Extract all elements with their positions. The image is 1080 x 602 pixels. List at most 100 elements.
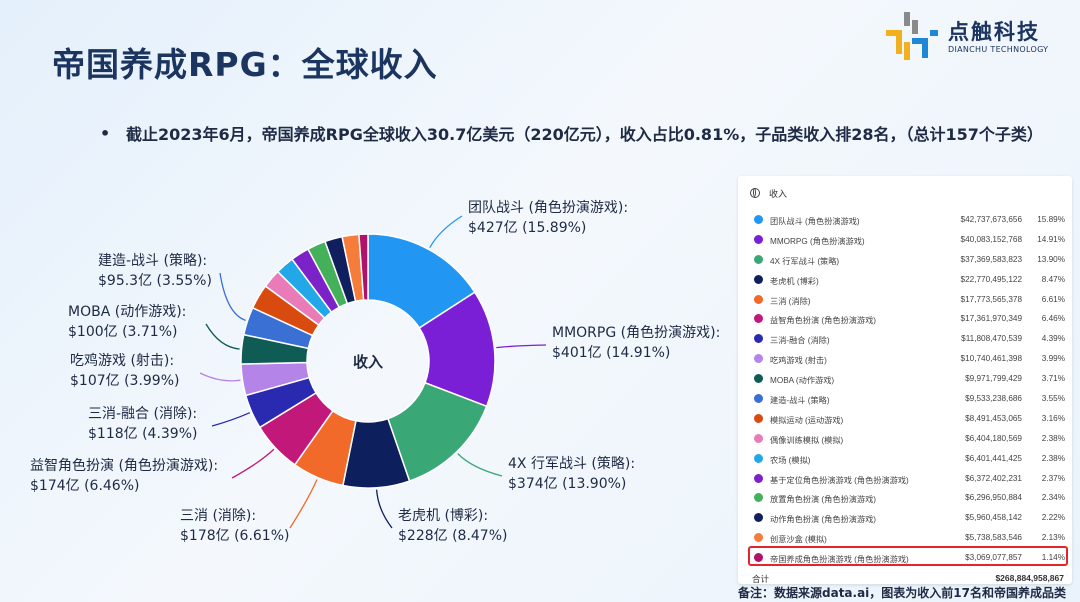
legend-row-name: 吃鸡游戏 (射击)	[770, 356, 827, 366]
legend-row-percent: 3.99%	[1041, 354, 1065, 364]
legend-row-name: 偶像训练模拟 (模拟)	[770, 435, 844, 445]
legend-row: 三消-融合 (消除) $11,808,470,539 4.39%	[738, 329, 1072, 349]
slice-label-value: $228亿 (8.47%)	[398, 528, 507, 544]
legend-rows: 团队战斗 (角色扮演游戏) $42,737,673,656 15.89% MMORPG…	[738, 210, 1072, 568]
slice-label-value: $178亿 (6.61%)	[180, 528, 289, 544]
legend-row-name: 创意沙盒 (模拟)	[770, 535, 827, 545]
legend-swatch	[754, 453, 763, 463]
leader-line	[199, 372, 241, 382]
legend-swatch	[754, 433, 763, 443]
logo-mark-icon	[886, 12, 938, 60]
slice-label-value: $374亿 (13.90%)	[508, 476, 626, 492]
legend-row: 团队战斗 (角色扮演游戏) $42,737,673,656 15.89%	[738, 210, 1072, 230]
legend-row: 偶像训练模拟 (模拟) $6,404,180,569 2.38%	[738, 429, 1072, 449]
legend-row: 模拟运动 (运动游戏) $8,491,453,065 3.16%	[738, 409, 1072, 429]
slice-label-name: MMORPG (角色扮演游戏):	[552, 324, 720, 341]
slice-label-name: 团队战斗 (角色扮演游戏):	[468, 199, 628, 216]
legend-row-name: 益智角色扮演 (角色扮演游戏)	[770, 316, 876, 326]
legend-swatch	[754, 334, 763, 344]
logo-name: 点触科技	[948, 20, 1040, 44]
slice-label-name: 4X 行军战斗 (策略):	[508, 455, 635, 472]
legend-row-percent: 2.38%	[1041, 453, 1065, 463]
slice-label-value: $100亿 (3.71%)	[68, 324, 177, 340]
leader-line	[375, 489, 393, 529]
legend-row-percent: 13.90%	[1037, 254, 1065, 264]
donut-slice	[358, 233, 369, 301]
legend-row-name: 动作角色扮演 (角色扮演游戏)	[770, 515, 876, 525]
legend-row: 农场 (模拟) $6,401,441,425 2.38%	[738, 449, 1072, 469]
legend-row-percent: 2.22%	[1041, 513, 1065, 523]
legend-row-name: MOBA (动作游戏)	[770, 376, 835, 386]
legend-row: 4X 行军战斗 (策略) $37,369,583,823 13.90%	[738, 250, 1072, 270]
legend-row-value: $6,401,441,425	[965, 453, 1022, 463]
legend-row-value: $17,361,970,349	[960, 314, 1022, 324]
legend-row-name: 帝国养成角色扮演游戏 (角色扮演游戏)	[770, 555, 909, 565]
slice-label-value: $427亿 (15.89%)	[468, 220, 586, 236]
legend-swatch	[754, 473, 763, 483]
legend-swatch	[754, 274, 763, 284]
leader-line	[289, 479, 318, 529]
legend-swatch	[754, 493, 763, 503]
legend-swatch	[754, 374, 763, 384]
source-note: 备注：数据来源data.ai，图表为收入前17名和帝国养成品类	[738, 586, 1066, 600]
legend-row-value: $5,738,583,546	[965, 533, 1022, 543]
legend-row: 建造-战斗 (策略) $9,533,238,686 3.55%	[738, 389, 1072, 409]
legend-row-value: $9,971,799,429	[965, 374, 1022, 384]
legend-row-percent: 14.91%	[1037, 234, 1065, 244]
legend-row-percent: 2.38%	[1041, 433, 1065, 443]
legend-row-name: 老虎机 (博彩)	[770, 276, 819, 286]
leader-line	[457, 453, 503, 477]
slice-label-name: MOBA (动作游戏):	[68, 304, 186, 320]
revenue-donut-chart: 团队战斗 (角色扮演游戏): $427亿 (15.89%) MMORPG (角色扮演…	[30, 199, 720, 544]
legend-row: 帝国养成角色扮演游戏 (角色扮演游戏) $3,069,077,857 1.14%	[738, 548, 1072, 568]
legend-row-name: MMORPG (角色扮演游戏)	[770, 236, 865, 246]
legend-row: 益智角色扮演 (角色扮演游戏) $17,361,970,349 6.46%	[738, 309, 1072, 329]
logo-subtitle: DIANCHU TECHNOLOGY	[948, 45, 1049, 54]
legend-swatch	[754, 294, 763, 304]
legend-row-value: $40,083,152,768	[960, 234, 1022, 244]
legend-row-value: $37,369,583,823	[960, 254, 1022, 264]
leader-line	[205, 323, 240, 350]
legend-swatch	[754, 394, 763, 404]
legend-row-percent: 2.34%	[1041, 493, 1065, 503]
legend-swatch	[754, 215, 763, 224]
legend-total-label: 合计	[752, 574, 770, 584]
legend-row-name: 团队战斗 (角色扮演游戏)	[770, 217, 860, 226]
legend-row-value: $6,404,180,569	[965, 433, 1022, 443]
legend-swatch	[754, 413, 763, 423]
legend-row-value: $10,740,461,398	[960, 354, 1022, 364]
legend-swatch	[754, 513, 763, 523]
legend-row-name: 三消-融合 (消除)	[770, 336, 830, 346]
legend-header-label: 收入	[769, 188, 788, 199]
legend-row-value: $9,533,238,686	[965, 394, 1022, 404]
legend-swatch	[754, 533, 763, 543]
highlight-box	[748, 546, 1068, 566]
slice-label-name: 三消 (消除):	[180, 508, 256, 524]
legend-row-value: $8,491,453,065	[965, 413, 1022, 423]
leader-line	[211, 412, 251, 427]
slice-label-value: $95.3亿 (3.55%)	[98, 273, 212, 289]
company-logo: 点触科技 DIANCHU TECHNOLOGY	[882, 12, 1072, 64]
bullet-dot-icon: •	[100, 124, 111, 143]
legend-swatch	[754, 234, 763, 244]
legend-row-percent: 4.39%	[1041, 334, 1065, 344]
legend-row-name: 放置角色扮演 (角色扮演游戏)	[770, 495, 876, 505]
legend-row-percent: 6.61%	[1041, 294, 1065, 304]
legend-row: 老虎机 (博彩) $22,770,495,122 8.47%	[738, 270, 1072, 290]
legend-row-name: 三消 (消除)	[770, 296, 811, 306]
leader-line	[496, 344, 547, 349]
slice-label-name: 建造-战斗 (策略):	[98, 252, 207, 269]
donut-center-label: 收入	[353, 353, 383, 371]
legend-row-percent: 15.89%	[1037, 215, 1065, 224]
legend-row: 基于定位角色扮演游戏 (角色扮演游戏) $6,372,402,231 2.37%	[738, 469, 1072, 489]
legend-row-name: 4X 行军战斗 (策略)	[770, 256, 840, 266]
legend-row-percent: 8.47%	[1041, 274, 1065, 284]
legend-row-value: $6,296,950,884	[965, 493, 1022, 503]
legend-row-value: $17,773,565,378	[960, 294, 1022, 304]
legend-row-value: $3,069,077,857	[965, 553, 1022, 563]
slice-label-value: $107亿 (3.99%)	[70, 373, 179, 389]
legend-row-value: $22,770,495,122	[960, 274, 1022, 284]
leader-line	[429, 215, 463, 249]
legend-row: 三消 (消除) $17,773,565,378 6.61%	[738, 290, 1072, 310]
legend-row: 创意沙盒 (模拟) $5,738,583,546 2.13%	[738, 528, 1072, 548]
